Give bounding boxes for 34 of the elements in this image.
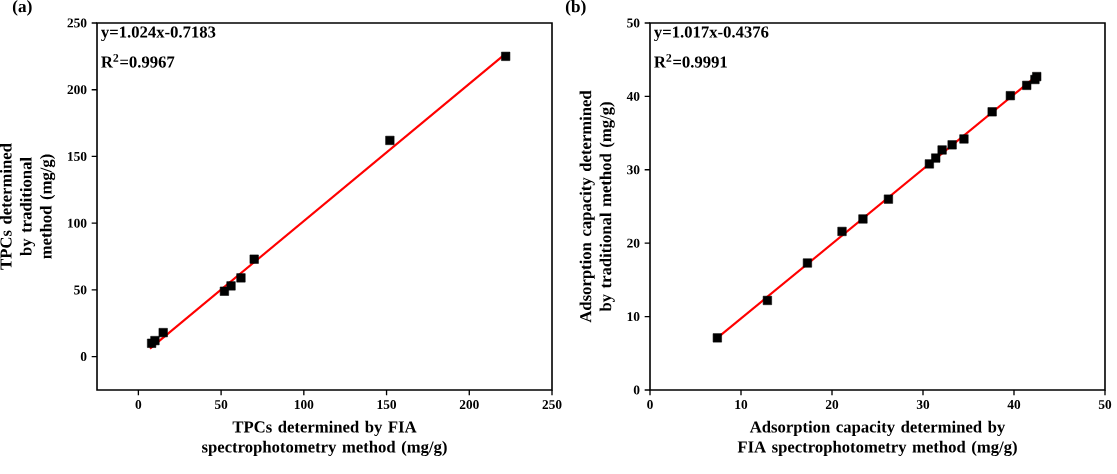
x-tick-label: 150 bbox=[377, 400, 397, 410]
y-tick-label: 0 bbox=[633, 385, 640, 395]
x-tick-label: 20 bbox=[825, 400, 839, 410]
x-tick-label: 10 bbox=[735, 400, 748, 410]
y-tick-label: 20 bbox=[627, 238, 640, 248]
y-tick-label: 200 bbox=[67, 85, 87, 95]
y-tick-label: 100 bbox=[68, 218, 87, 228]
chart-title: (a) bbox=[12, 0, 32, 16]
x-tick-label: 40 bbox=[1007, 400, 1021, 410]
y-tick-label: 10 bbox=[627, 312, 640, 322]
annotation: R$^{2}$=0.9967 bbox=[101, 53, 175, 68]
x-tick-label: 0 bbox=[647, 400, 653, 410]
x-tick-label: 200 bbox=[459, 400, 479, 410]
y-tick-label: 40 bbox=[626, 91, 640, 101]
x-tick-label: 0 bbox=[135, 400, 142, 410]
y-tick-label: 150 bbox=[68, 151, 87, 161]
y-tick-label: 30 bbox=[627, 165, 640, 175]
annotation: y=1.024x-0.7183 bbox=[101, 26, 216, 42]
y-tick-label: 50 bbox=[627, 18, 640, 28]
y-tick-label: 250 bbox=[67, 18, 87, 28]
y-axis-title: Adsorption capacity determined by traditional method (mg/g) bbox=[579, 90, 615, 323]
chart-title: (b) bbox=[565, 0, 586, 16]
y-tick-label: 50 bbox=[74, 285, 87, 295]
y-tick-label: 0 bbox=[80, 352, 87, 362]
x-tick-label: 50 bbox=[1098, 400, 1112, 410]
annotation: y=1.017x-0.4376 bbox=[654, 26, 769, 42]
annotation: R$^{2}$=0.9991 bbox=[654, 53, 727, 68]
x-tick-label: 50 bbox=[214, 400, 228, 410]
x-tick-label: 30 bbox=[916, 400, 930, 410]
x-axis-title: Adsorption capacity determined by FIA spectrophotometry method (mg/g) bbox=[737, 420, 1017, 457]
x-tick-label: 100 bbox=[294, 400, 314, 410]
x-axis-title: TPCs determined by FIA spectrophotometry method (mg/g) bbox=[202, 420, 447, 457]
x-tick-label: 250 bbox=[542, 400, 562, 410]
y-axis-title: TPCs determined by traditional method (mg/g) bbox=[0, 143, 56, 270]
